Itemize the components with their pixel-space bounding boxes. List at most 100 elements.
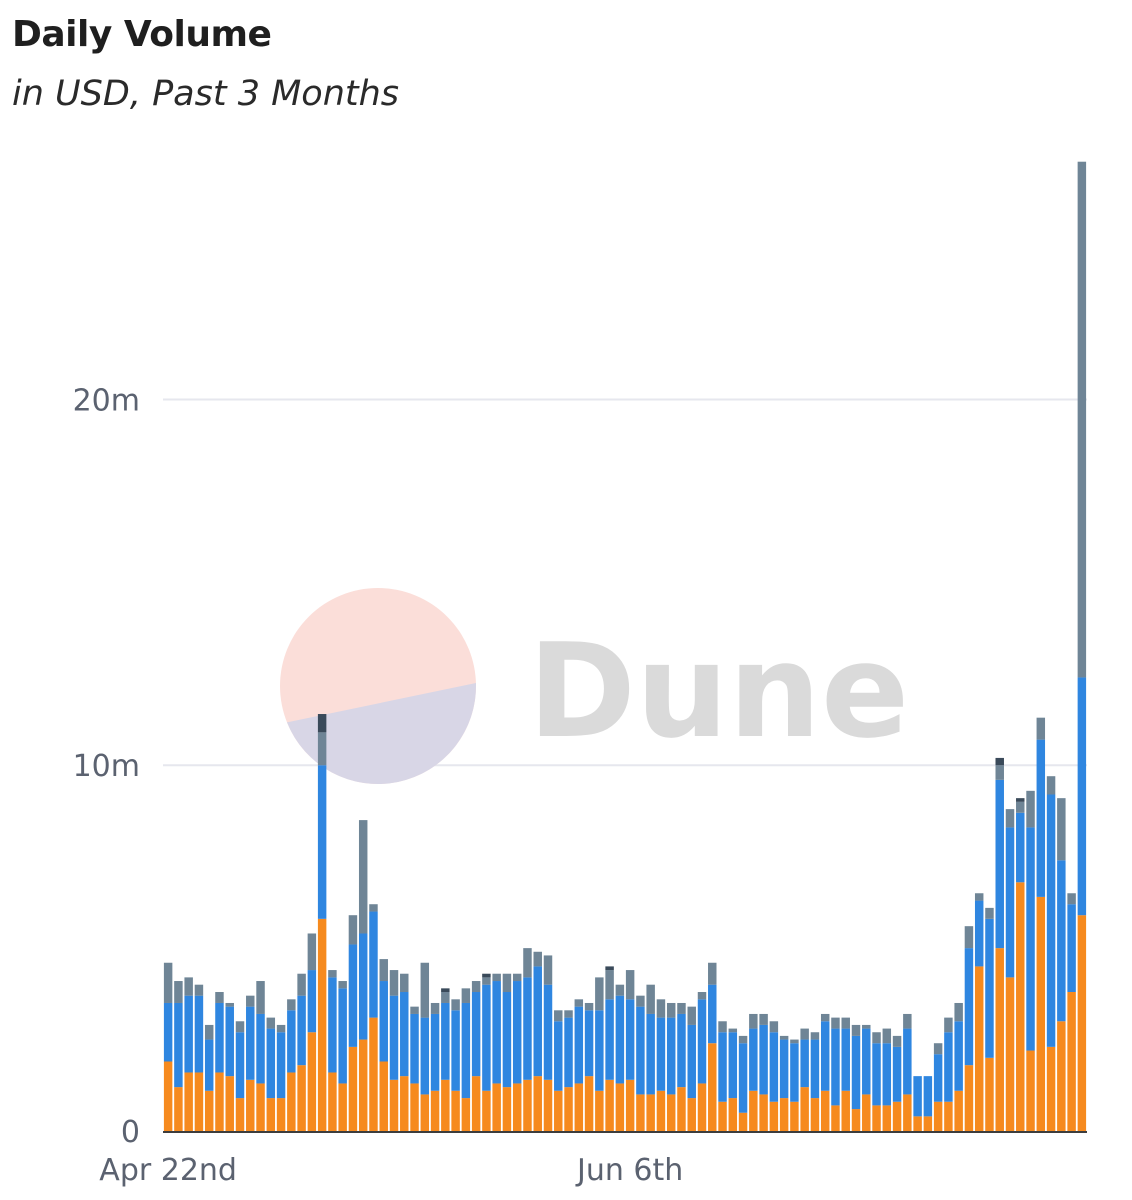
bar-segment <box>615 1083 625 1131</box>
bar-segment <box>328 970 337 978</box>
bar-segment <box>697 999 707 1084</box>
bar-segment <box>708 1043 717 1131</box>
bar-segment <box>646 984 655 1014</box>
bar-segment <box>985 918 994 1058</box>
bar-segment <box>369 1017 378 1131</box>
bar-segment <box>235 1032 245 1099</box>
bar-segment <box>595 977 604 1011</box>
bar-segment <box>749 1090 758 1131</box>
bar-segment <box>1036 739 1046 897</box>
bar-segment <box>964 948 974 1066</box>
bar-segment <box>163 962 173 1003</box>
bar-segment <box>974 966 984 1131</box>
bar-segment <box>430 1013 440 1091</box>
bar-segment <box>174 1087 183 1131</box>
dune-logo-lower-half <box>286 683 476 784</box>
bar-segment <box>410 1083 419 1131</box>
bar-segment <box>184 1072 193 1131</box>
bar-segment <box>605 999 614 1080</box>
bar-segment <box>574 1006 584 1084</box>
bar-segment <box>718 1021 727 1033</box>
bar-segment <box>625 1079 635 1131</box>
bar-segment <box>266 1028 276 1099</box>
bar-segment <box>790 1101 799 1131</box>
bar-segment <box>194 1072 204 1131</box>
bar-segment <box>430 1090 440 1131</box>
bar-segment <box>779 1039 789 1099</box>
bar-segment <box>605 970 614 1000</box>
y-tick-label: 10m <box>73 749 140 784</box>
bar-segment <box>420 1017 430 1095</box>
x-tick-label: Apr 22nd <box>99 1153 237 1188</box>
bar-segment <box>317 918 327 1131</box>
bar-segment <box>358 1039 368 1131</box>
bar-segment <box>512 981 522 1084</box>
bar-segment <box>790 1043 799 1102</box>
bar-segment <box>1057 860 1066 1022</box>
bar-segment <box>954 1090 963 1131</box>
bar-segment <box>246 995 255 1007</box>
bar-segment <box>297 995 306 1066</box>
bar-segment <box>441 992 450 1003</box>
bar-segment <box>584 1010 594 1077</box>
bar-segment <box>389 995 399 1080</box>
bar-segment <box>646 1094 655 1131</box>
bar-segment <box>317 732 327 766</box>
bar-segment <box>666 1002 676 1018</box>
bar-segment <box>687 1098 696 1131</box>
bar-segment <box>974 893 984 901</box>
bar-segment <box>482 1090 491 1131</box>
bar-segment <box>461 1098 471 1131</box>
bar-segment <box>862 1024 871 1029</box>
bar-segment <box>882 1028 892 1044</box>
bar-segment <box>728 1098 738 1131</box>
bar-segment <box>523 948 532 978</box>
bar-segment <box>543 955 553 985</box>
bar-segment <box>430 1002 440 1014</box>
bar-segment <box>933 1054 943 1102</box>
bar-segment <box>892 1046 902 1102</box>
bar-segment <box>769 1032 779 1102</box>
bar-segment <box>923 1116 933 1131</box>
bar-segment <box>307 970 317 1033</box>
bar-segment <box>215 1072 224 1131</box>
bar-segment <box>656 999 666 1018</box>
bar-segment <box>656 1090 666 1131</box>
bar-segment <box>605 966 614 971</box>
bar-segment <box>369 911 378 1018</box>
bar-segment <box>328 977 337 1073</box>
bar-segment <box>646 1013 655 1095</box>
bar-segment <box>1067 893 1076 905</box>
bar-segment <box>892 1101 902 1131</box>
bar-segment <box>461 1002 471 1099</box>
bar-segment <box>287 1010 296 1073</box>
bar-segment <box>677 1013 686 1088</box>
bar-segment <box>287 999 296 1011</box>
bar-segment <box>1026 1050 1035 1131</box>
bar-segment <box>738 1035 748 1044</box>
bar-segment <box>687 1024 696 1099</box>
bar-segment <box>441 1002 450 1080</box>
bar-segment <box>1046 1046 1056 1131</box>
bar-segment <box>297 973 306 996</box>
bar-segment <box>225 1076 234 1131</box>
bar-segment <box>246 1006 255 1080</box>
bar-segment <box>1026 827 1035 1051</box>
bar-segment <box>215 1002 224 1073</box>
bar-segment <box>872 1105 881 1131</box>
bar-segment <box>215 992 224 1003</box>
bar-segment <box>225 1006 234 1077</box>
bar-segment <box>851 1109 861 1131</box>
bar-segment <box>1057 798 1066 861</box>
bar-segment <box>1046 794 1056 1047</box>
bar-segment <box>677 1087 686 1131</box>
bar-segment <box>358 933 368 1040</box>
bar-segment <box>348 915 358 945</box>
bar-segment <box>554 1021 563 1091</box>
bar-segment <box>862 1094 871 1131</box>
bar-segment <box>451 1010 460 1091</box>
bar-segment <box>820 1021 830 1091</box>
bar-segment <box>400 1076 409 1131</box>
bar-segment <box>851 1024 861 1036</box>
bar-segment <box>338 1083 347 1131</box>
